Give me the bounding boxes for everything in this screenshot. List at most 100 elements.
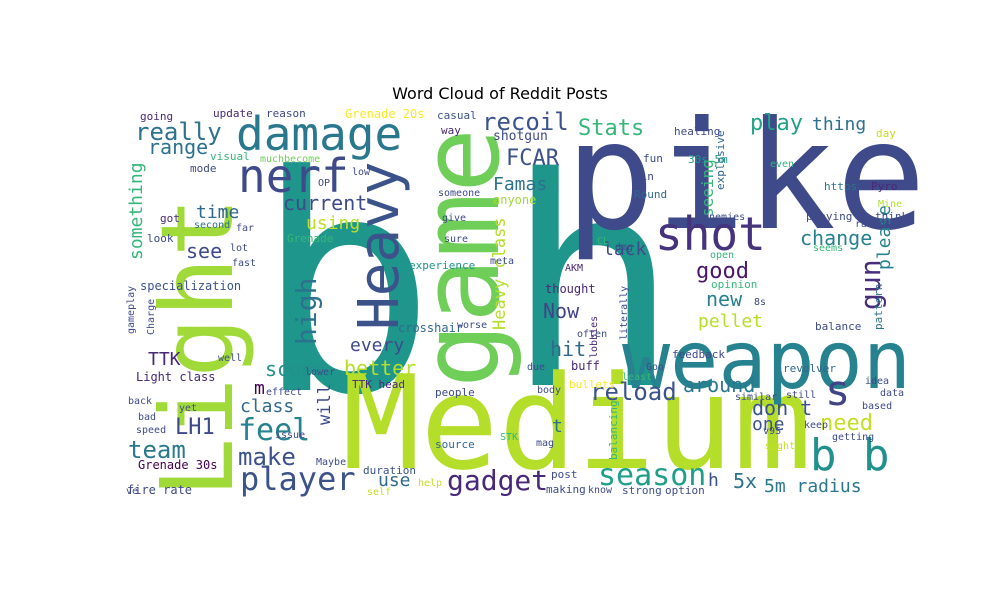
- word-explosive: explosive: [714, 130, 727, 190]
- word-win: win: [634, 170, 654, 183]
- word-low: low: [352, 167, 371, 178]
- word-pattern: pattern: [872, 284, 885, 330]
- word-enemies: enemies: [703, 212, 745, 223]
- word-making: making: [546, 483, 586, 496]
- word-gameplay: gameplay: [126, 286, 137, 334]
- word-worse: worse: [457, 320, 487, 331]
- word-even: even: [770, 159, 794, 170]
- word-revolver: revolver: [783, 362, 836, 375]
- word-option: option: [665, 484, 705, 497]
- word-ttk-head: TTK head: [352, 378, 405, 391]
- word-see: see: [186, 239, 222, 263]
- word-opinion: opinion: [711, 278, 757, 291]
- word-lh1: LH1: [175, 415, 215, 440]
- word-round: Round: [634, 188, 667, 201]
- word-mag: mag: [536, 438, 554, 449]
- word-second: second: [194, 220, 230, 231]
- word-muchbecome: muchbecome: [260, 154, 320, 165]
- word-based: based: [862, 401, 892, 412]
- word-back: back: [128, 396, 152, 407]
- word-playing: playing: [806, 210, 852, 223]
- word-help: help: [418, 478, 442, 489]
- word-grenade-20s: Grenade 20s: [345, 107, 424, 121]
- word-reload: reload: [590, 378, 677, 406]
- word-around: around: [683, 373, 755, 397]
- word-visual: visual: [210, 150, 250, 163]
- word-5x: 5x: [733, 469, 757, 493]
- word-body: body: [537, 385, 561, 396]
- word-seems: seems: [813, 243, 843, 254]
- word-v9s: v9S: [763, 426, 781, 437]
- word-make: make: [238, 443, 296, 471]
- word-good: good: [696, 259, 749, 284]
- word-please: please: [874, 205, 895, 270]
- word-issue: issue: [275, 430, 305, 441]
- word-game: game: [399, 128, 524, 388]
- word-high: high: [290, 278, 323, 345]
- word-m: m: [254, 378, 265, 399]
- word-damage: damage: [236, 107, 402, 161]
- word-nerf: nerf: [238, 149, 349, 203]
- word-pike: pike: [565, 90, 926, 264]
- word-30s-5m: 30s 5m: [688, 153, 728, 166]
- word-source: source: [435, 438, 475, 451]
- word-casual: casual: [437, 109, 477, 122]
- word-sure: sure: [444, 234, 468, 245]
- word-thing: thing: [812, 114, 866, 135]
- word-h: h: [505, 117, 680, 454]
- word-strong: strong: [622, 484, 662, 497]
- word-post: post: [551, 468, 578, 481]
- word-radius: radius: [855, 219, 891, 230]
- word-speed: speed: [136, 425, 166, 436]
- word-lot: lot: [230, 243, 248, 254]
- word-heavy: Heavy: [347, 161, 412, 330]
- word-gadget: gadget: [447, 464, 548, 497]
- word-data: data: [880, 388, 904, 399]
- word-someone: someone: [438, 188, 480, 199]
- word-range: range: [148, 135, 208, 159]
- word-fun: fun: [643, 152, 663, 165]
- word-heavy-class: Heavy class: [490, 217, 510, 330]
- word-really: really: [135, 118, 222, 146]
- word-give: give: [442, 213, 466, 224]
- word-time: time: [196, 202, 239, 223]
- word-still: still: [786, 390, 816, 401]
- word-op: OP: [318, 178, 330, 189]
- word-meta: meta: [490, 256, 514, 267]
- word-shot: shot: [655, 207, 766, 261]
- word-literally: literally: [619, 286, 630, 340]
- word-similar: similar: [735, 392, 777, 403]
- word-often: often: [577, 329, 607, 340]
- word-way: way: [441, 124, 461, 137]
- word-b: b: [255, 112, 436, 461]
- word-goo: Goo: [646, 362, 664, 373]
- word-got: got: [160, 212, 180, 225]
- word-s: s: [825, 366, 850, 415]
- word-self: self: [367, 487, 391, 498]
- word-every: every: [350, 335, 404, 356]
- word-fcar: FCAR: [506, 146, 560, 171]
- word-know: know: [588, 485, 613, 496]
- word-5m-radius: 5m radius: [764, 476, 862, 497]
- word-seeing: seeing: [698, 159, 717, 217]
- word-keep: keep: [804, 420, 828, 431]
- word-going: going: [140, 110, 173, 123]
- word-something: something: [126, 162, 147, 260]
- word-h: h: [708, 470, 719, 491]
- word-one: one: [752, 414, 785, 435]
- word-lack: lack: [603, 239, 647, 260]
- word-season: season: [598, 458, 706, 493]
- word-famas: Famas: [493, 174, 547, 195]
- word-8s: 8s: [754, 297, 766, 308]
- word-play: play: [750, 111, 803, 136]
- word-lower: lower: [305, 367, 335, 378]
- word-buff: buff: [571, 359, 600, 373]
- word-light: Light: [139, 197, 256, 498]
- word-change: change: [800, 226, 872, 250]
- word-shotgun: shotgun: [493, 129, 548, 144]
- word-now: Now: [543, 299, 580, 323]
- word-dmg: dmg: [615, 242, 633, 253]
- word-ve: ve: [126, 486, 138, 497]
- word-stk: STK: [500, 432, 518, 443]
